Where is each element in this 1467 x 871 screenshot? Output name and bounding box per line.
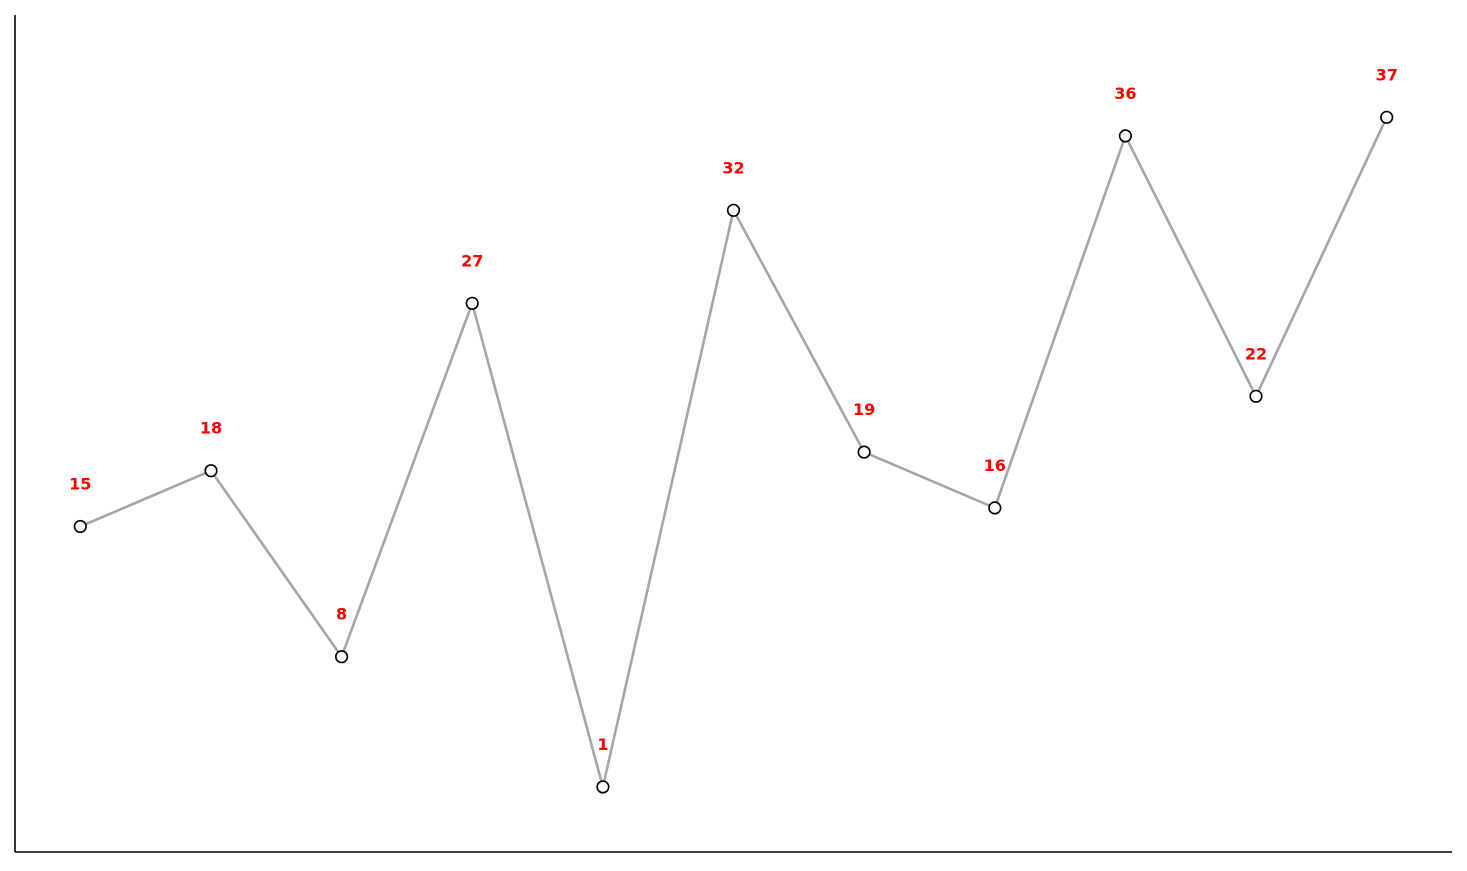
data-label-10: 37 <box>1376 65 1398 84</box>
series-line-group <box>79 116 1388 789</box>
data-label-3: 27 <box>461 251 483 270</box>
data-label-7: 16 <box>984 456 1006 475</box>
data-label-8: 36 <box>1114 84 1136 103</box>
series-line <box>79 116 1388 789</box>
data-point-2 <box>335 650 349 664</box>
data-point-9 <box>1249 389 1263 403</box>
data-point-6 <box>857 445 871 459</box>
data-label-6: 19 <box>853 400 875 419</box>
data-point-0 <box>73 519 87 534</box>
data-label-1: 18 <box>200 419 222 438</box>
data-label-2: 8 <box>336 605 347 624</box>
data-labels-group: 15 18 8 27 1 32 19 16 36 22 37 <box>69 65 1398 754</box>
data-point-5 <box>726 203 741 217</box>
data-point-10 <box>1380 110 1394 124</box>
data-label-5: 32 <box>722 158 744 177</box>
data-point-7 <box>988 501 1002 515</box>
data-points-group <box>73 110 1394 794</box>
data-point-8 <box>1118 129 1132 143</box>
data-point-4 <box>596 780 610 794</box>
data-point-3 <box>465 296 479 310</box>
data-label-4: 1 <box>597 735 608 754</box>
data-label-0: 15 <box>69 475 91 494</box>
data-label-9: 22 <box>1245 344 1267 363</box>
data-point-1 <box>204 464 218 478</box>
axes <box>14 15 1452 853</box>
